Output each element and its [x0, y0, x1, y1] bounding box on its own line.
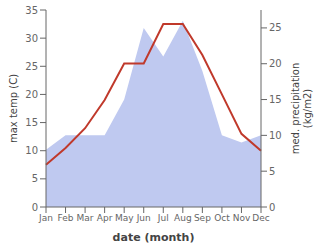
- svg-text:Dec: Dec: [252, 213, 269, 223]
- svg-text:Apr: Apr: [97, 213, 113, 223]
- svg-text:max temp (C): max temp (C): [8, 74, 19, 143]
- svg-text:May: May: [115, 213, 134, 223]
- svg-text:5: 5: [269, 166, 275, 177]
- svg-text:Oct: Oct: [214, 213, 230, 223]
- svg-text:10: 10: [25, 145, 38, 156]
- svg-text:25: 25: [269, 22, 282, 33]
- svg-text:10: 10: [269, 130, 282, 141]
- svg-text:Jul: Jul: [157, 213, 169, 223]
- svg-text:(kg/m2): (kg/m2): [302, 89, 311, 129]
- svg-text:15: 15: [25, 117, 38, 128]
- svg-text:30: 30: [25, 33, 38, 44]
- svg-text:Jan: Jan: [38, 213, 53, 223]
- svg-text:Nov: Nov: [233, 213, 251, 223]
- svg-text:0: 0: [269, 202, 275, 213]
- svg-text:Aug: Aug: [174, 213, 192, 223]
- svg-text:date (month): date (month): [113, 231, 195, 244]
- svg-text:20: 20: [25, 89, 38, 100]
- svg-text:0: 0: [32, 202, 38, 213]
- svg-text:5: 5: [32, 173, 38, 184]
- svg-text:15: 15: [269, 94, 282, 105]
- svg-text:Feb: Feb: [58, 213, 74, 223]
- svg-text:med. precipitation: med. precipitation: [290, 63, 301, 155]
- svg-text:Mar: Mar: [77, 213, 94, 223]
- svg-text:35: 35: [25, 5, 38, 16]
- svg-text:20: 20: [269, 58, 282, 69]
- svg-text:25: 25: [25, 61, 38, 72]
- svg-text:Sep: Sep: [194, 213, 211, 223]
- svg-text:Jun: Jun: [136, 213, 151, 223]
